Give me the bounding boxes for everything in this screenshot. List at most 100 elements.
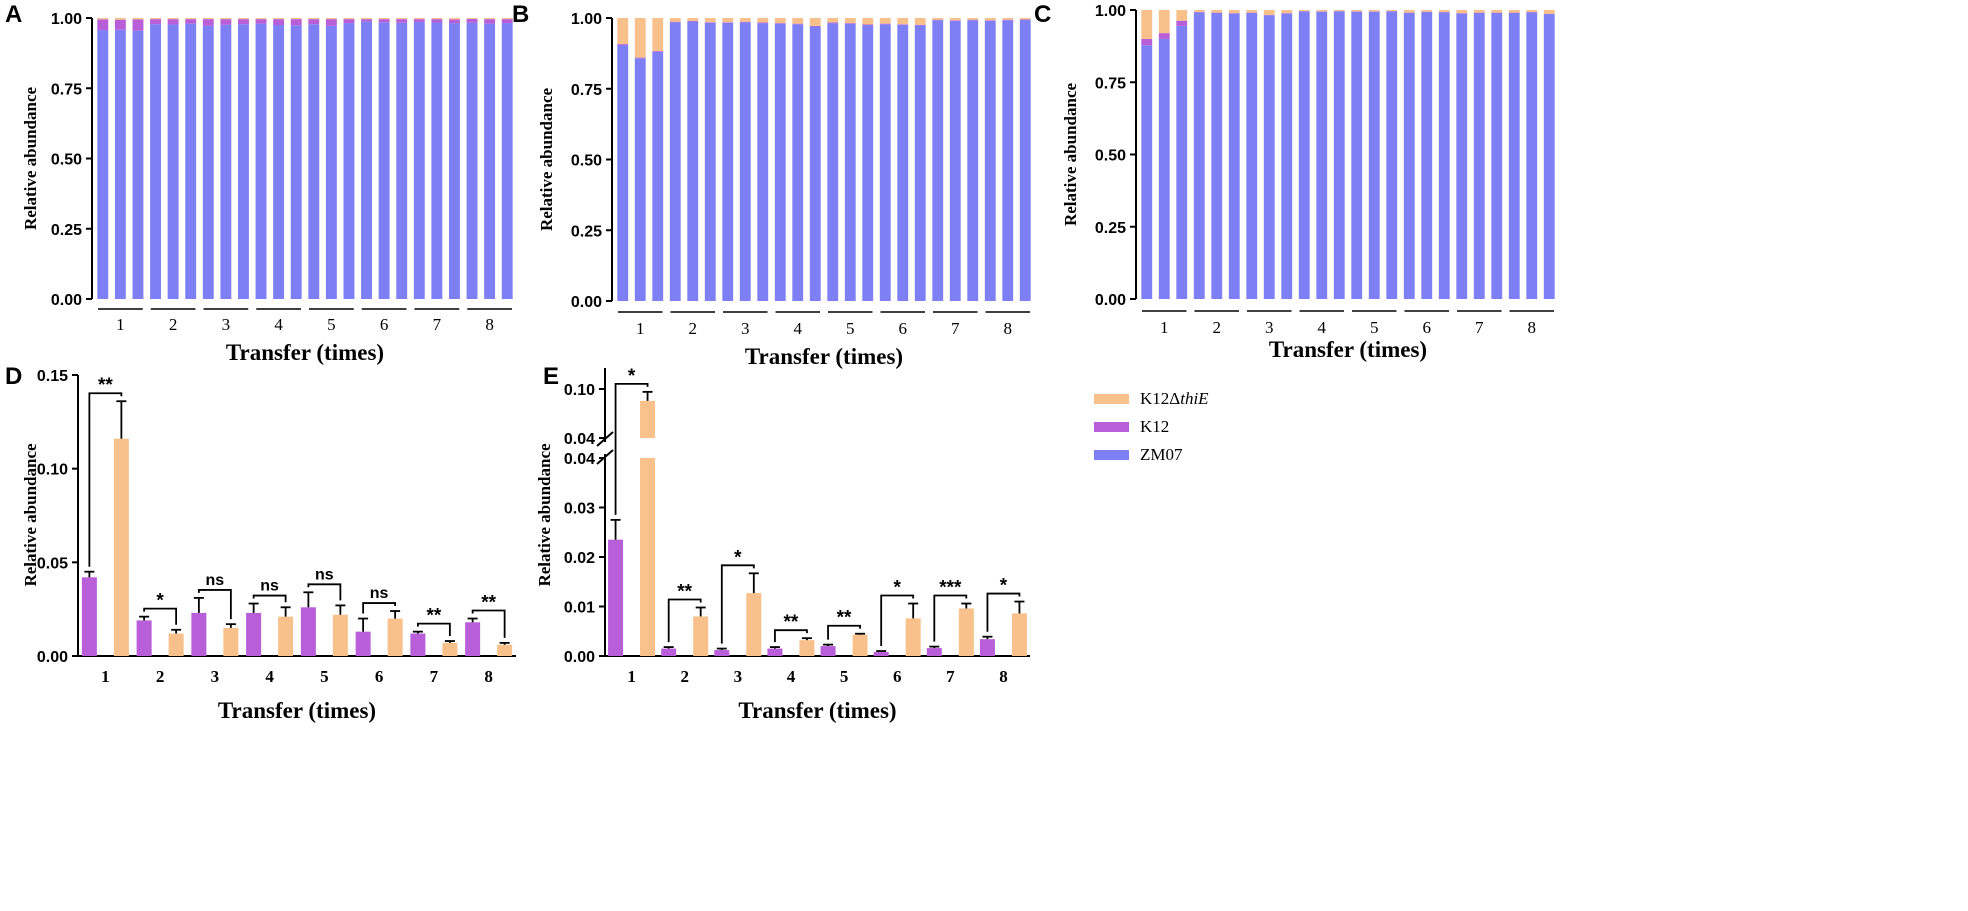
bar-segment-k12thie [1176,10,1188,21]
bar-segment-k12 [827,22,839,24]
bar-segment-k12thie [308,18,320,20]
bar-segment-zm07 [617,44,629,301]
bar-segment-k12thie [879,18,891,24]
bar-segment-k12 [862,24,874,26]
bar-segment-k12 [879,23,891,25]
bar-segment-zm07 [704,22,716,302]
bar-segment-k12 [914,24,926,26]
bar-segment-k12 [617,44,629,45]
bar-segment-k12thie [1246,10,1258,13]
panel-b: 0.00 0.25 0.50 0.75 1.00 1 2 3 4 5 6 7 8 Transfer (ti… [512,1,1031,369]
y-tick-label: 0.00 [571,294,602,311]
bar-segment-k12 [255,19,267,24]
bar-segment-zm07 [1421,12,1433,300]
x-group-label: 6 [380,315,389,334]
bar-k12 [410,633,426,656]
bar-segment-zm07 [1211,12,1223,299]
bar-k12-thie [387,618,403,656]
significance-bracket [143,607,178,625]
bar-segment-zm07 [273,25,285,300]
bar-segment-k12thie [1263,10,1275,15]
bar-segment-k12thie [652,18,664,52]
bar-segment-k12thie [1491,10,1503,13]
bar-segment-k12thie [396,18,408,20]
bar-segment-k12thie [1403,10,1415,13]
bar-segment-k12 [792,23,804,25]
axis-break-slash [596,449,614,465]
bar-segment-k12 [1019,19,1031,20]
bar-segment-zm07 [1298,11,1310,299]
x-group-label: 5 [846,319,855,338]
significance-bracket [880,594,915,647]
bar-segment-k12thie [1508,10,1520,13]
bar-segment-k12 [484,19,496,24]
bar-segment-k12 [273,19,285,26]
bar-k12 [191,612,207,656]
bar-segment-k12thie [704,18,716,23]
x-tick-label: 2 [156,667,165,686]
bar-segment-k12thie [1193,10,1205,13]
y-tick-label: 0.10 [37,462,68,479]
bar-segment-k12thie [202,18,214,20]
y-tick-label: 0.75 [51,81,82,98]
y-axis-title: Relative abundance [1061,83,1080,227]
bar-segment-zm07 [669,22,681,301]
bar-segment-k12thie [862,18,874,25]
bar-segment-zm07 [1543,14,1555,300]
bar-segment-k12 [378,19,390,23]
bar-segment-k12thie [827,18,839,23]
bar-segment-k12thie [501,18,513,20]
bar-k12 [979,639,995,656]
bar-segment-k12thie [687,18,699,21]
bar-k12-thie [442,642,458,656]
bar-segment-zm07 [844,23,856,301]
bar-segment-zm07 [484,23,496,300]
significance-label: * [734,547,742,568]
x-group-label: 6 [899,319,908,338]
panel-letter: A [5,1,22,28]
x-group-label: 3 [741,319,750,338]
bar-segment-zm07 [361,21,372,300]
bar-segment-k12 [722,22,734,23]
bar-segment-k12 [687,20,699,22]
y-axis-title: Relative abundance [21,443,40,587]
bar-segment-zm07 [774,23,786,301]
bar-segment-k12 [361,19,372,22]
bar-segment-k12thie [1456,10,1468,14]
bar-segment-k12 [167,19,179,25]
y-tick-label: 0.50 [1095,148,1126,165]
bar-segment-zm07 [949,20,961,302]
significance-bracket [197,589,232,620]
bar-segment-zm07 [1176,25,1188,300]
bar-k12-thie [223,627,239,656]
bar-segment-k12 [449,19,460,24]
x-axis-title: Transfer (times) [1269,337,1427,362]
bar-segment-zm07 [413,21,425,300]
bar-segment-k12 [202,19,214,26]
bar-k12-thie [278,616,294,656]
bar-segment-zm07 [1316,11,1328,299]
bar-k12 [136,620,152,656]
bar-segment-k12thie [361,18,372,20]
bar-segment-zm07 [1193,12,1205,300]
bar-segment-k12thie [739,18,751,22]
y-tick-label: 0.25 [1095,220,1126,237]
bar-segment-zm07 [220,24,232,300]
bar-segment-k12 [774,23,786,24]
bar-segment-k12 [132,19,144,31]
x-group-label: 1 [116,315,125,334]
bar-segment-k12thie [484,18,496,20]
x-group-label: 3 [222,315,231,334]
bar-segment-zm07 [827,23,839,302]
legend-label-zm07: ZM07 [1140,445,1183,464]
bar-segment-k12 [343,19,355,24]
bar-segment-k12thie [1002,18,1014,20]
bar-segment-k12 [308,19,320,25]
bar-segment-k12 [238,19,249,25]
bar-segment-zm07 [792,24,804,301]
bar-segment-zm07 [722,22,734,302]
y-tick-label: 0.50 [571,153,602,170]
legend-label-k12-thie-italic: thiE [1180,389,1209,408]
panel-c: 0.00 0.25 0.50 0.75 1.00 1 2 3 4 5 6 7 8 Transfer (ti… [1034,1,1555,362]
x-tick-label: 8 [484,667,493,686]
